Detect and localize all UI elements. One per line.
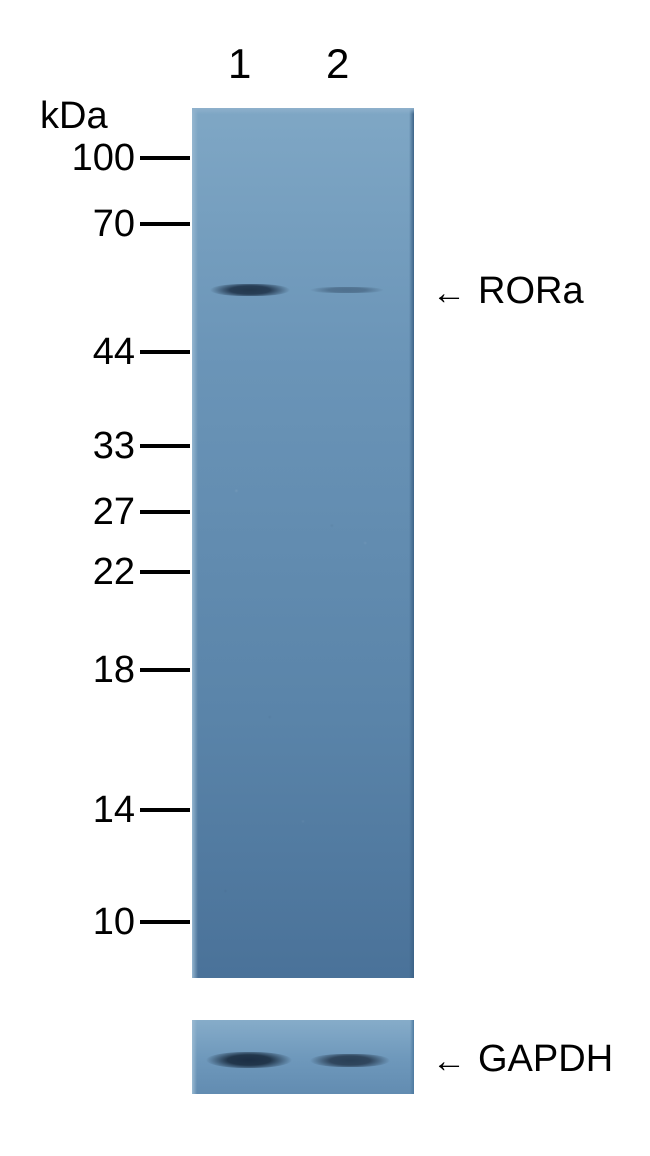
mw-label: 27 xyxy=(93,491,135,534)
blot-edge xyxy=(192,1020,197,1094)
mw-label: 33 xyxy=(93,425,135,468)
rora-label: RORa xyxy=(478,270,584,313)
mw-tick xyxy=(140,350,190,354)
mw-tick xyxy=(140,920,190,924)
mw-tick xyxy=(140,808,190,812)
blot-edge xyxy=(410,1020,414,1094)
mw-label: 70 xyxy=(93,203,135,246)
mw-tick xyxy=(140,444,190,448)
gapdh-band-lane1 xyxy=(206,1052,292,1068)
arrow-icon: ← xyxy=(432,1044,466,1078)
mw-tick xyxy=(140,570,190,574)
mw-label: 10 xyxy=(93,901,135,944)
mw-label: 18 xyxy=(93,649,135,692)
figure-container: kDa 1 2 100 70 44 33 27 22 18 14 10 xyxy=(0,0,650,1156)
mw-label: 100 xyxy=(72,137,135,180)
kda-unit-label: kDa xyxy=(40,95,108,138)
mw-tick xyxy=(140,510,190,514)
lane-label-1: 1 xyxy=(228,40,251,88)
main-blot xyxy=(192,108,414,978)
mw-label: 44 xyxy=(93,331,135,374)
lane-label-2: 2 xyxy=(326,40,349,88)
blot-noise xyxy=(192,108,414,978)
arrow-icon: ← xyxy=(432,276,466,310)
mw-tick xyxy=(140,156,190,160)
mw-label: 14 xyxy=(93,789,135,832)
gapdh-label: GAPDH xyxy=(478,1038,613,1081)
mw-tick xyxy=(140,668,190,672)
mw-tick xyxy=(140,222,190,226)
mw-label: 22 xyxy=(93,551,135,594)
gapdh-band-lane2 xyxy=(310,1054,390,1067)
loading-blot xyxy=(192,1020,414,1094)
